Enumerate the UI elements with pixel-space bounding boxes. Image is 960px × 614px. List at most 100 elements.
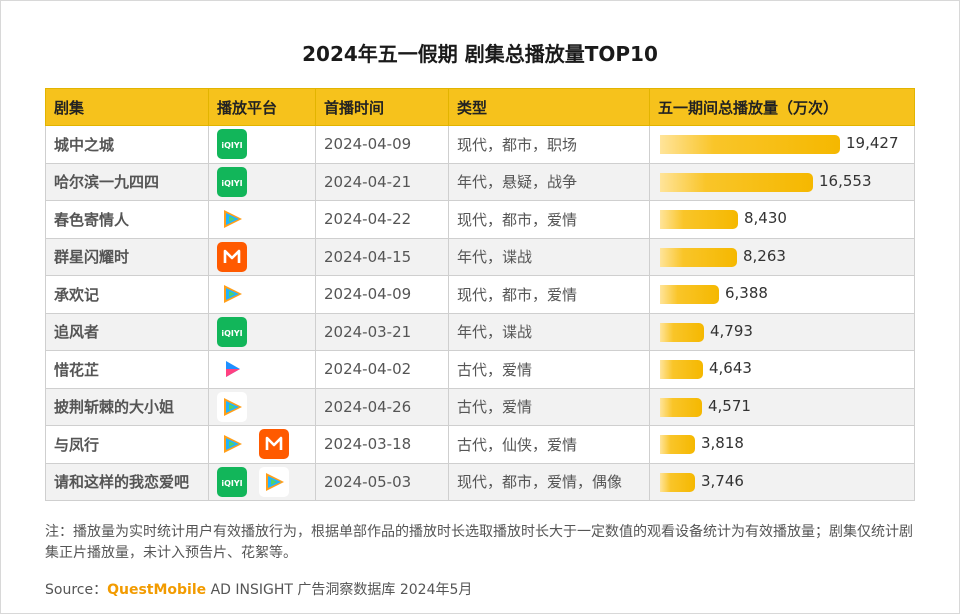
source-line: Source：QuestMobile AD INSIGHT 广告洞察数据库 20…: [45, 579, 472, 599]
bar: [660, 472, 695, 492]
bar: [660, 285, 719, 305]
source-suffix: AD INSIGHT 广告洞察数据库 2024年5月: [206, 582, 473, 598]
bar: [660, 172, 813, 192]
header-total-plays: 五一期间总播放量（万次）: [649, 88, 915, 126]
youku-icon: [217, 354, 247, 385]
table-header-row: 剧集 播放平台 首播时间 类型 五一期间总播放量（万次）: [45, 88, 915, 126]
platform-cell: [208, 425, 316, 464]
iqiyi-icon: iQIYI: [217, 166, 247, 197]
plays-cell: 19,427: [649, 125, 915, 164]
premiere-date: 2024-04-26: [315, 387, 449, 426]
drama-name: 哈尔滨一九四四: [45, 162, 209, 201]
bar-value-label: 16,553: [819, 171, 872, 190]
header-drama: 剧集: [45, 88, 209, 126]
drama-name: 与凤行: [45, 425, 209, 464]
bar-value-label: 3,746: [701, 471, 744, 490]
table-row: 请和这样的我恋爱吧 iQIYI 2024-05-03 现代，都市，爱情，偶像 3,746: [45, 462, 915, 501]
premiere-date: 2024-04-02: [315, 350, 449, 389]
genre: 现代，都市，职场: [448, 125, 650, 164]
genre: 年代，谍战: [448, 237, 650, 276]
bar-value-label: 4,643: [709, 359, 752, 378]
drama-name: 惜花芷: [45, 350, 209, 389]
bar-value-label: 4,571: [708, 396, 751, 415]
table-row: 城中之城 iQIYI 2024-04-09 现代，都市，职场 19,427: [45, 125, 915, 164]
premiere-date: 2024-04-15: [315, 237, 449, 276]
premiere-date: 2024-03-18: [315, 425, 449, 464]
tencent-icon: [217, 279, 247, 310]
source-prefix: Source：: [45, 582, 108, 598]
bar: [660, 247, 737, 267]
plays-cell: 4,793: [649, 312, 915, 351]
genre: 古代，爱情: [448, 350, 650, 389]
plays-cell: 16,553: [649, 162, 915, 201]
genre: 现代，都市，爱情: [448, 200, 650, 239]
platform-cell: [208, 237, 316, 276]
bar: [660, 397, 702, 417]
premiere-date: 2024-03-21: [315, 312, 449, 351]
bar-value-label: 8,430: [744, 209, 787, 228]
bar-value-label: 19,427: [846, 134, 899, 153]
plays-cell: 3,818: [649, 425, 915, 464]
ranking-table: 剧集 播放平台 首播时间 类型 五一期间总播放量（万次） 城中之城 iQIYI 20…: [45, 88, 915, 501]
bar: [660, 435, 695, 455]
platform-cell: [208, 387, 316, 426]
iqiyi-icon: iQIYI: [217, 129, 247, 160]
plays-cell: 8,430: [649, 200, 915, 239]
header-premiere-date: 首播时间: [315, 88, 449, 126]
tencent-icon: [217, 391, 247, 422]
premiere-date: 2024-04-21: [315, 162, 449, 201]
genre: 现代，都市，爱情，偶像: [448, 462, 650, 501]
platform-cell: [208, 350, 316, 389]
genre: 古代，仙侠，爱情: [448, 425, 650, 464]
plays-cell: 3,746: [649, 462, 915, 501]
iqiyi-icon: iQIYI: [217, 316, 247, 347]
table-row: 追风者 iQIYI 2024-03-21 年代，谍战 4,793: [45, 312, 915, 351]
plays-cell: 6,388: [649, 275, 915, 314]
table-row: 承欢记 2024-04-09 现代，都市，爱情 6,388: [45, 275, 915, 314]
genre: 古代，爱情: [448, 387, 650, 426]
drama-name: 春色寄情人: [45, 200, 209, 239]
svg-text:iQIYI: iQIYI: [221, 329, 242, 338]
svg-text:iQIYI: iQIYI: [221, 179, 242, 188]
bar: [660, 360, 703, 380]
plays-cell: 4,643: [649, 350, 915, 389]
table-row: 群星闪耀时 2024-04-15 年代，谍战 8,263: [45, 237, 915, 276]
platform-cell: [208, 200, 316, 239]
genre: 现代，都市，爱情: [448, 275, 650, 314]
premiere-date: 2024-04-09: [315, 125, 449, 164]
platform-cell: iQIYI: [208, 462, 316, 501]
svg-text:iQIYI: iQIYI: [221, 479, 242, 488]
bar: [660, 322, 704, 342]
premiere-date: 2024-04-22: [315, 200, 449, 239]
platform-cell: iQIYI: [208, 162, 316, 201]
table-row: 与凤行 2024-03-18 古代，仙侠，爱情 3,818: [45, 425, 915, 464]
iqiyi-icon: iQIYI: [217, 466, 247, 497]
genre: 年代，谍战: [448, 312, 650, 351]
drama-name: 群星闪耀时: [45, 237, 209, 276]
questmobile-logo: QuestMobile: [107, 582, 207, 598]
footnote: 注：播放量为实时统计用户有效播放行为，根据单部作品的播放时长选取播放时长大于一定…: [45, 524, 913, 561]
drama-name: 请和这样的我恋爱吧: [45, 462, 209, 501]
table-row: 披荆斩棘的大小姐 2024-04-26 古代，爱情 4,571: [45, 387, 915, 426]
bar: [660, 135, 840, 155]
bar-value-label: 4,793: [710, 321, 753, 340]
bar-value-label: 8,263: [743, 246, 786, 265]
premiere-date: 2024-05-03: [315, 462, 449, 501]
drama-name: 追风者: [45, 312, 209, 351]
platform-cell: iQIYI: [208, 312, 316, 351]
svg-text:iQIYI: iQIYI: [221, 141, 242, 150]
bar-value-label: 3,818: [701, 434, 744, 453]
table-row: 春色寄情人 2024-04-22 现代，都市，爱情 8,430: [45, 200, 915, 239]
genre: 年代，悬疑，战争: [448, 162, 650, 201]
plays-cell: 8,263: [649, 237, 915, 276]
premiere-date: 2024-04-09: [315, 275, 449, 314]
header-platform: 播放平台: [208, 88, 316, 126]
drama-name: 披荆斩棘的大小姐: [45, 387, 209, 426]
mango-icon: [259, 429, 289, 460]
header-genre: 类型: [448, 88, 650, 126]
table-row: 哈尔滨一九四四 iQIYI 2024-04-21 年代，悬疑，战争 16,553: [45, 162, 915, 201]
chart-title: 2024年五一假期 剧集总播放量TOP10: [302, 42, 658, 66]
tencent-icon: [217, 429, 247, 460]
bar-value-label: 6,388: [725, 284, 768, 303]
tencent-icon: [217, 204, 247, 235]
